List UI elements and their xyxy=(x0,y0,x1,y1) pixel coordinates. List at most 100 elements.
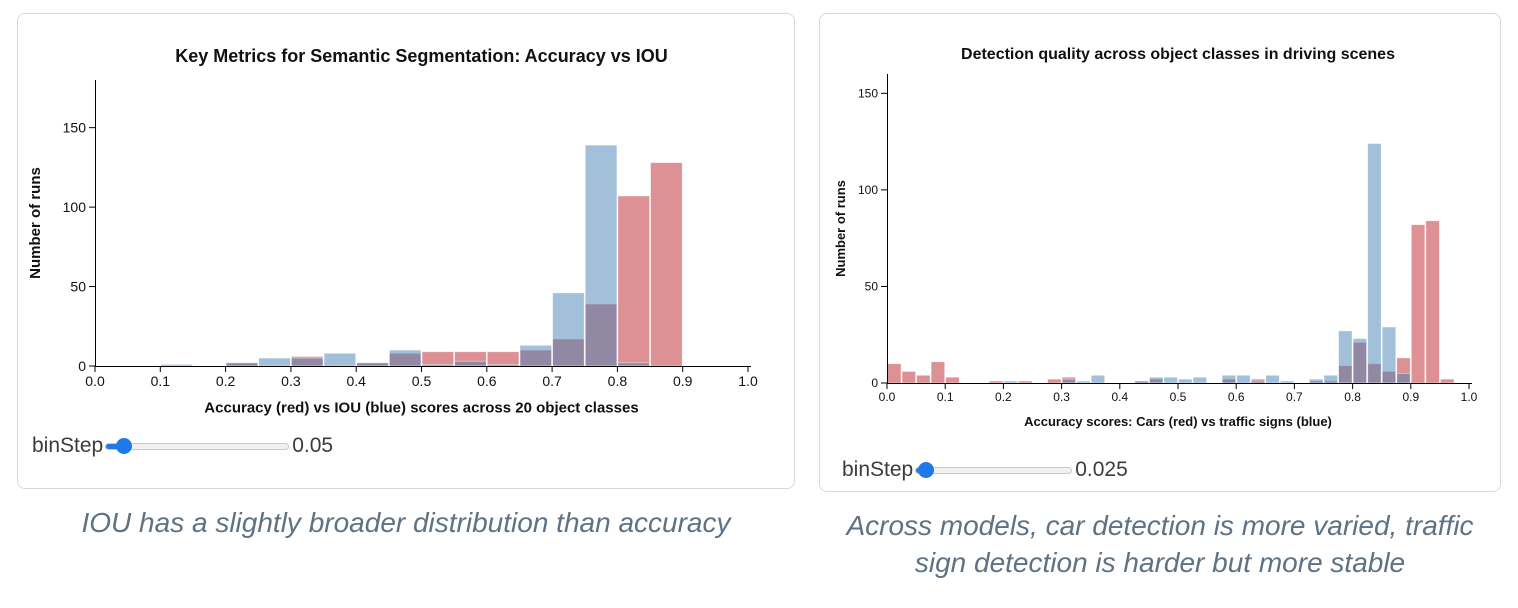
x-tick-label: 0.7 xyxy=(1286,390,1303,404)
y-tick-label: 0 xyxy=(78,358,86,374)
histogram-bar xyxy=(1061,378,1077,384)
chart-title: Key Metrics for Semantic Segmentation: A… xyxy=(175,46,668,66)
slider-value: 0.025 xyxy=(1075,458,1128,481)
x-tick-label: 0.9 xyxy=(1402,390,1419,404)
histogram-bar xyxy=(1192,376,1207,384)
histogram-bar xyxy=(1236,374,1251,384)
y-axis-title: Number of runs xyxy=(27,167,44,279)
histogram-bar xyxy=(988,380,1004,384)
histogram-bar xyxy=(887,363,902,384)
histogram-bar xyxy=(1279,380,1295,384)
histogram-bar xyxy=(323,352,357,367)
histogram-bar xyxy=(1309,378,1324,384)
histogram-bar xyxy=(945,376,960,384)
x-tick-label: 0.0 xyxy=(879,390,896,404)
histogram-bar xyxy=(1221,374,1237,384)
histogram-bar xyxy=(930,361,946,384)
histogram-bar xyxy=(916,374,931,384)
histogram-bar xyxy=(1440,378,1455,384)
histogram-bar xyxy=(1148,376,1164,384)
histogram-bar xyxy=(1250,380,1266,384)
x-tick-label: 0.7 xyxy=(542,373,562,389)
y-tick-label: 100 xyxy=(858,183,878,197)
histogram-bar xyxy=(1090,374,1106,384)
histogram-bar xyxy=(1163,376,1178,384)
bin-step-slider-row: binStep 0.05 xyxy=(32,434,794,458)
histogram-bar xyxy=(454,360,487,367)
page: Key Metrics for Semantic Segmentation: A… xyxy=(17,13,1501,582)
x-axis-title: Accuracy scores: Cars (red) vs traffic s… xyxy=(1024,414,1332,429)
histogram-bar xyxy=(1018,380,1033,384)
histogram-bar xyxy=(486,351,520,367)
x-tick-label: 0.2 xyxy=(995,390,1012,404)
right-chart-panel: Detection quality across object classes … xyxy=(819,13,1501,492)
slider-label: binStep xyxy=(842,458,914,481)
histogram-bar xyxy=(388,349,422,367)
histogram-bar xyxy=(258,357,291,367)
histogram-bar xyxy=(650,162,683,367)
x-tick-label: 0.1 xyxy=(151,373,171,389)
x-tick-label: 0.3 xyxy=(1053,390,1070,404)
histogram-bar xyxy=(1338,330,1353,384)
x-tick-label: 0.6 xyxy=(477,373,497,389)
histogram-bar xyxy=(617,362,650,367)
x-tick-label: 0.4 xyxy=(346,373,366,389)
right-column: Detection quality across object classes … xyxy=(819,13,1501,582)
histogram-bar xyxy=(421,364,455,367)
x-tick-label: 0.8 xyxy=(608,373,628,389)
histogram-bar xyxy=(584,144,618,367)
left-chart-panel: Key Metrics for Semantic Segmentation: A… xyxy=(17,13,795,489)
histogram-bar xyxy=(1134,380,1149,384)
slider-thumb[interactable] xyxy=(116,438,133,454)
slider-fill xyxy=(106,443,125,449)
histogram-bar xyxy=(1352,338,1368,384)
histogram-bar xyxy=(421,351,455,367)
x-tick-label: 1.0 xyxy=(738,373,758,389)
histogram-bar xyxy=(1003,380,1018,384)
histogram-bar xyxy=(1396,372,1411,384)
left-column: Key Metrics for Semantic Segmentation: A… xyxy=(17,13,795,582)
slider-track[interactable] xyxy=(915,462,1073,478)
histogram-bar xyxy=(1076,380,1091,384)
x-tick-label: 0.5 xyxy=(412,373,432,389)
histogram-bar xyxy=(1265,374,1280,384)
chart-title: Detection quality across object classes … xyxy=(961,46,1395,63)
histogram-bar xyxy=(356,362,389,367)
y-tick-label: 100 xyxy=(63,199,87,215)
histogram-bar xyxy=(1323,374,1338,384)
y-tick-label: 0 xyxy=(871,376,878,390)
histogram-bar xyxy=(519,344,553,367)
x-tick-label: 0.5 xyxy=(1170,390,1187,404)
histogram-bar xyxy=(1367,143,1382,384)
histogram-bar xyxy=(617,195,650,367)
right-histogram-chart: Detection quality across object classes … xyxy=(833,46,1478,429)
x-tick-label: 0.9 xyxy=(673,373,693,389)
histogram-bar xyxy=(1425,220,1440,384)
slider-value: 0.05 xyxy=(292,434,334,457)
histogram-bar xyxy=(225,362,259,367)
histogram-bar xyxy=(1410,224,1426,384)
histogram-bar xyxy=(552,292,585,367)
y-tick-label: 50 xyxy=(865,280,879,294)
x-tick-label: 0.2 xyxy=(216,373,236,389)
histogram-bar xyxy=(901,371,917,384)
x-tick-label: 0.4 xyxy=(1111,390,1128,404)
histogram-bar xyxy=(486,364,520,367)
histogram-bar xyxy=(160,364,193,367)
y-tick-label: 50 xyxy=(70,278,86,294)
left-histogram-chart: Key Metrics for Semantic Segmentation: A… xyxy=(27,46,758,417)
histogram-bar xyxy=(290,357,324,367)
x-tick-label: 0.6 xyxy=(1228,390,1245,404)
x-axis-title: Accuracy (red) vs IOU (blue) scores acro… xyxy=(204,400,638,417)
slider-track[interactable] xyxy=(105,438,290,454)
left-chart-caption: IOU has a slightly broader distribution … xyxy=(81,507,731,538)
x-tick-label: 0.1 xyxy=(937,390,954,404)
slider-label: binStep xyxy=(32,434,104,457)
x-tick-label: 0.0 xyxy=(85,373,105,389)
x-tick-label: 1.0 xyxy=(1461,390,1478,404)
slider-thumb[interactable] xyxy=(917,462,934,478)
bin-step-slider-row: binStep 0.025 xyxy=(842,458,1500,482)
y-tick-label: 150 xyxy=(63,120,87,136)
x-tick-label: 0.3 xyxy=(281,373,301,389)
y-tick-label: 150 xyxy=(858,87,878,101)
